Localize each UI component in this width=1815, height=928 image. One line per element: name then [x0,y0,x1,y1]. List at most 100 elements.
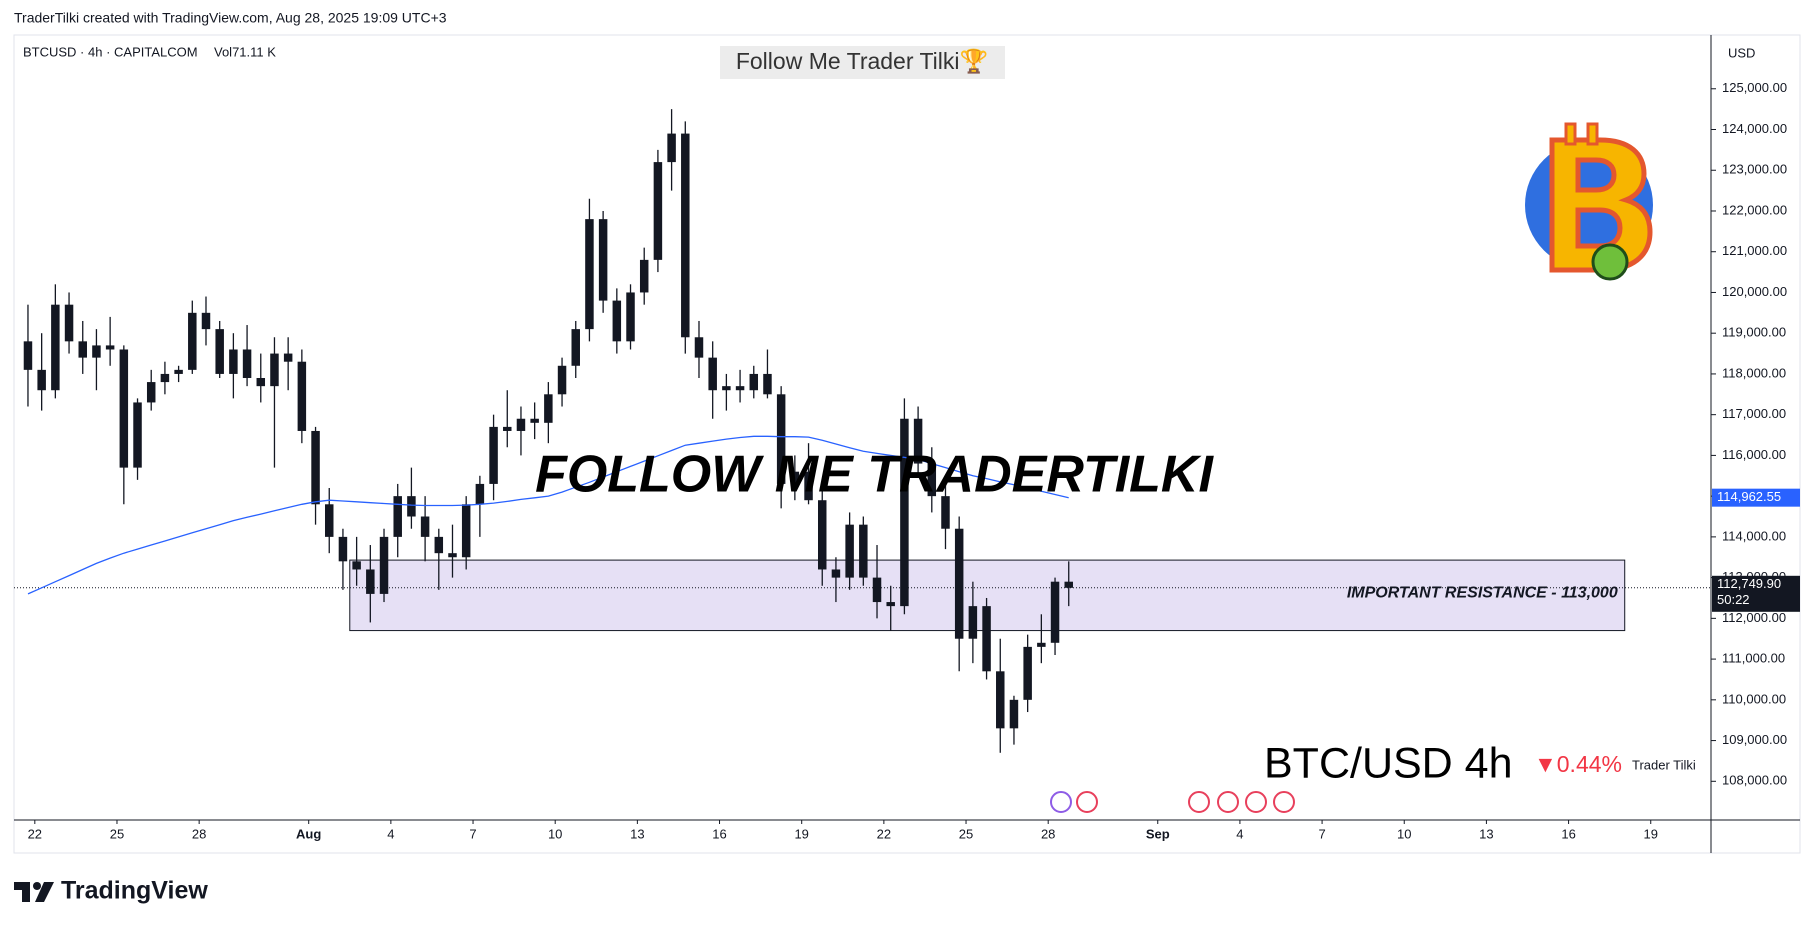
candle-body [790,471,800,484]
y-tick-label: 124,000.00 [1722,121,1787,136]
x-tick-label: 7 [1318,826,1325,841]
y-tick-label: 123,000.00 [1722,162,1787,177]
x-tick-label: 13 [630,826,644,841]
countdown: 50:22 [1717,592,1750,607]
y-tick-label: 116,000.00 [1722,447,1786,462]
x-tick-label: 7 [469,826,476,841]
candle-body [941,496,950,529]
candle-body [872,577,882,603]
candle-body [393,496,402,537]
candle-body [297,361,307,431]
candle-body [64,304,74,342]
last-price-label: 112,749.90 [1717,576,1781,591]
y-tick-label: 125,000.00 [1722,80,1787,95]
attribution: TraderTilki created with TradingView.com… [14,10,447,26]
candle-body [242,349,252,379]
candle-body [626,292,635,342]
candle-body [516,418,526,431]
candle-body [105,345,115,350]
zone-label: IMPORTANT RESISTANCE - 113,000 [1347,585,1618,602]
candle-body [859,524,868,578]
x-tick-label: 28 [192,826,206,841]
candle-body [475,483,485,505]
event-icons [1050,791,1295,813]
candle-body [1023,646,1032,700]
candle-body [571,329,580,366]
x-tick-label: 4 [387,826,394,841]
candle-body [968,606,978,639]
author: Trader Tilki [1632,757,1696,772]
candle-body [557,365,567,395]
candle-body [735,386,745,391]
candle-body [982,606,991,672]
candle-body [886,602,895,607]
currency: USD [1728,45,1755,60]
x-tick-label: 13 [1479,826,1493,841]
candle-body [119,349,129,468]
candle-body [174,369,183,374]
ma-label-bg [1712,488,1800,507]
candle-body [845,524,854,578]
candle-body [201,312,211,330]
candle-body [667,133,676,163]
x-tick-label: 22 [877,826,891,841]
x-tick-label: 25 [959,826,973,841]
candle-body [585,219,594,330]
x-tick-label: 4 [1236,826,1243,841]
candle-body [229,349,238,374]
candle-body [804,471,813,501]
candle-body [78,341,87,358]
candle-body [1037,642,1046,647]
candle-body [544,394,553,423]
y-tick-label: 120,000.00 [1722,284,1787,299]
tradingview-logo-icon [14,882,54,902]
x-tick-label: 28 [1041,826,1055,841]
candle-body [653,162,663,260]
candle-body [352,561,361,570]
candle-body [188,312,197,370]
candle-body [160,373,170,383]
candle-body [92,345,101,358]
candle-body [530,418,539,423]
x-tick-label: 25 [110,826,124,841]
candle-body [489,426,498,484]
candle-body [1050,581,1060,643]
y-tick-label: 119,000.00 [1722,325,1786,340]
candle-body [283,353,293,362]
candle-body [722,386,731,391]
candle-body [461,504,471,558]
candle-body [639,259,649,293]
candle-body [311,430,320,505]
candle-body [133,402,142,468]
candle-body [612,300,622,342]
x-tick-label: 10 [1397,826,1411,841]
x-tick-label: Aug [296,826,321,841]
candle-body [434,536,444,554]
candle-body [23,341,33,370]
x-tick-label: Sep [1146,826,1170,841]
candle-body [1064,581,1073,588]
y-tick-label: 121,000.00 [1722,243,1787,258]
candle-body [831,569,841,578]
y-tick-label: 109,000.00 [1722,732,1787,747]
x-tick-label: 10 [548,826,562,841]
candle-body [1009,699,1019,729]
change-label: ▼0.44% [1534,751,1622,777]
y-tick-label: 108,000.00 [1722,773,1787,788]
plot-area: IMPORTANT RESISTANCE - 113,000 [14,109,1711,753]
candle-body [448,553,457,558]
candle-body [407,496,416,517]
y-tick-label: 110,000.00 [1722,691,1786,706]
banner-bg [720,46,1005,79]
x-tick-label: 22 [28,826,42,841]
y-tick-label: 118,000.00 [1722,365,1786,380]
candle-body [324,504,334,537]
candle-body [681,133,690,338]
y-tick-label: 122,000.00 [1722,202,1787,217]
candle-body [749,373,759,391]
ma-label: 114,962.55 [1717,489,1781,504]
candle-body [146,382,156,403]
candle-body [379,536,389,594]
candle-body [913,418,923,464]
candle-body [954,528,964,639]
